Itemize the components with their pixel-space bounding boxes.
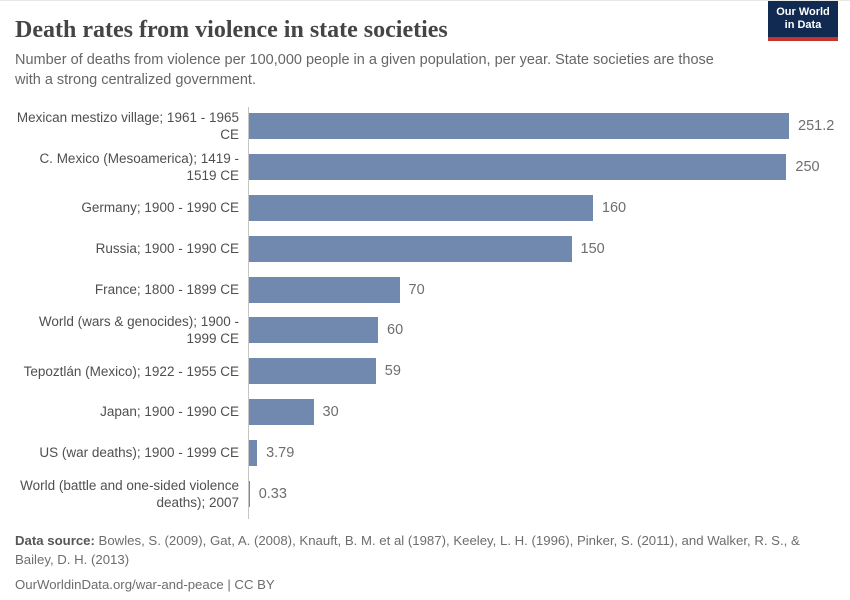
owid-logo-line2: in Data	[784, 19, 822, 31]
bar-value-label: 250	[795, 159, 820, 176]
bar	[249, 194, 593, 221]
bar-track: 30	[248, 398, 835, 425]
bar-value-label: 150	[580, 240, 605, 257]
chart-rows: Mexican mestizo village; 1961 - 1965 CE 2…	[15, 106, 835, 514]
bar-track: 0.33	[248, 480, 835, 507]
chart-footer: Data source: Bowles, S. (2009), Gat, A. …	[15, 531, 835, 594]
chart-row: France; 1800 - 1899 CE 70	[15, 269, 835, 310]
bar-track: 3.79	[248, 439, 835, 466]
bar-track: 150	[248, 235, 835, 262]
bar-value-label: 251.2	[798, 118, 835, 135]
chart-row: Russia; 1900 - 1990 CE 150	[15, 228, 835, 269]
footer-divider: |	[223, 576, 235, 592]
chart-row: World (battle and one-sided violence dea…	[15, 473, 835, 514]
bar	[249, 113, 789, 140]
bar-track: 59	[248, 358, 835, 385]
data-source-text: Bowles, S. (2009), Gat, A. (2008), Knauf…	[15, 532, 800, 567]
bar-track: 250	[248, 154, 835, 181]
owid-logo-accent-bar	[768, 37, 838, 41]
license-line: OurWorldinData.org/war-and-peace | CC BY	[15, 575, 835, 594]
y-axis-line	[248, 107, 249, 519]
bar	[249, 480, 250, 507]
bar-value-label: 160	[601, 199, 627, 216]
owid-logo: Our World in Data	[768, 1, 838, 41]
bar-value-label: 30	[322, 403, 339, 420]
category-label: France; 1800 - 1899 CE	[94, 282, 239, 298]
owid-logo-line1: Our World	[776, 6, 830, 18]
bar	[249, 154, 787, 181]
bar-value-label: 0.33	[258, 485, 287, 502]
bar	[249, 439, 258, 466]
category-label: Japan; 1900 - 1990 CE	[100, 404, 239, 420]
category-label: Russia; 1900 - 1990 CE	[95, 241, 239, 257]
category-label: World (battle and one-sided violence dea…	[20, 477, 239, 510]
chart-row: Mexican mestizo village; 1961 - 1965 CE 2…	[15, 106, 835, 147]
license-label: CC BY	[234, 576, 275, 592]
category-label: Tepoztlán (Mexico); 1922 - 1955 CE	[23, 363, 239, 379]
data-source-label: Data source:	[15, 532, 95, 548]
category-label: C. Mexico (Mesoamerica); 1419 - 1519 CE	[39, 151, 239, 184]
chart-row: Tepoztlán (Mexico); 1922 - 1955 CE 59	[15, 351, 835, 392]
bar	[249, 276, 400, 303]
bar	[249, 358, 376, 385]
bar-value-label: 59	[384, 363, 401, 380]
bar-value-label: 70	[408, 281, 425, 298]
category-label: Mexican mestizo village; 1961 - 1965 CE	[16, 110, 239, 143]
chart-row: Japan; 1900 - 1990 CE 30	[15, 392, 835, 433]
bar	[249, 317, 378, 344]
chart-row: World (wars & genocides); 1900 - 1999 CE…	[15, 310, 835, 351]
bar	[249, 235, 572, 262]
chart-header: Death rates from violence in state socie…	[15, 1, 838, 90]
bar-track: 70	[248, 276, 835, 303]
bar-chart: Mexican mestizo village; 1961 - 1965 CE 2…	[15, 106, 835, 519]
chart-row: C. Mexico (Mesoamerica); 1419 - 1519 CE 2…	[15, 147, 835, 188]
category-label: Germany; 1900 - 1990 CE	[81, 200, 239, 216]
category-label: US (war deaths); 1900 - 1999 CE	[39, 445, 239, 461]
owid-url-link[interactable]: OurWorldinData.org/war-and-peace	[15, 576, 224, 592]
owid-logo-text: Our World in Data	[768, 1, 838, 37]
chart-row: US (war deaths); 1900 - 1999 CE 3.79	[15, 432, 835, 473]
page-title: Death rates from violence in state socie…	[15, 17, 448, 43]
bar	[249, 398, 314, 425]
data-source-line: Data source: Bowles, S. (2009), Gat, A. …	[15, 531, 830, 569]
chart-row: Germany; 1900 - 1990 CE 160	[15, 188, 835, 229]
category-label: World (wars & genocides); 1900 - 1999 CE	[38, 314, 239, 347]
bar-value-label: 60	[387, 322, 404, 339]
bar-track: 251.2	[248, 113, 835, 140]
bar-value-label: 3.79	[266, 444, 295, 461]
chart-subtitle: Number of deaths from violence per 100,0…	[15, 52, 714, 88]
bar-track: 160	[248, 194, 835, 221]
bar-track: 60	[248, 317, 835, 344]
